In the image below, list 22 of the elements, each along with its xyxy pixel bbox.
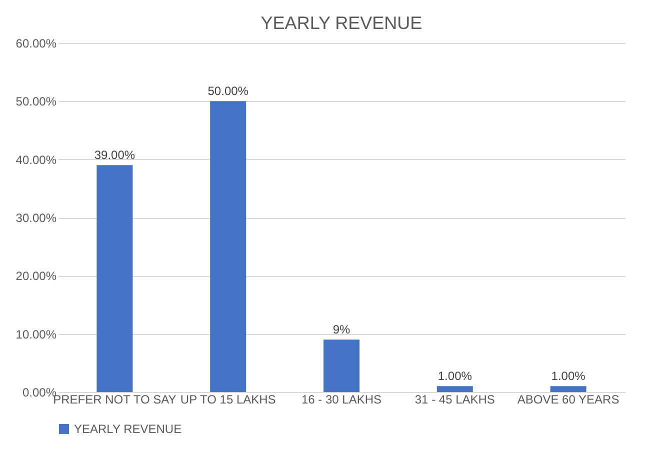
- y-tick-label: 20.00%: [16, 269, 57, 284]
- data-label: 9%: [332, 322, 350, 337]
- data-label: 50.00%: [208, 84, 249, 98]
- data-label: 1.00%: [438, 369, 472, 384]
- y-tick-label: 40.00%: [16, 152, 57, 167]
- y-tick-label: 50.00%: [16, 94, 57, 109]
- y-tick-label: 30.00%: [16, 211, 57, 225]
- chart-title: YEARLY REVENUE: [260, 13, 422, 33]
- bar: [210, 101, 246, 392]
- bar: [436, 386, 473, 392]
- x-tick-label: UP TO 15 LAKHS: [180, 392, 276, 406]
- data-label: 1.00%: [551, 369, 586, 384]
- bar: [324, 340, 360, 392]
- bar: [96, 165, 133, 392]
- legend-label: YEARLY REVENUE: [74, 422, 182, 436]
- x-tick-label: 31 - 45 LAKHS: [414, 392, 495, 406]
- data-label: 39.00%: [94, 148, 136, 162]
- x-tick-label: ABOVE 60 YEARS: [517, 392, 620, 406]
- y-tick-label: 10.00%: [16, 327, 57, 342]
- y-tick-label: 60.00%: [16, 36, 57, 50]
- x-tick-label: 16 - 30 LAKHS: [301, 392, 382, 406]
- bar: [550, 386, 586, 392]
